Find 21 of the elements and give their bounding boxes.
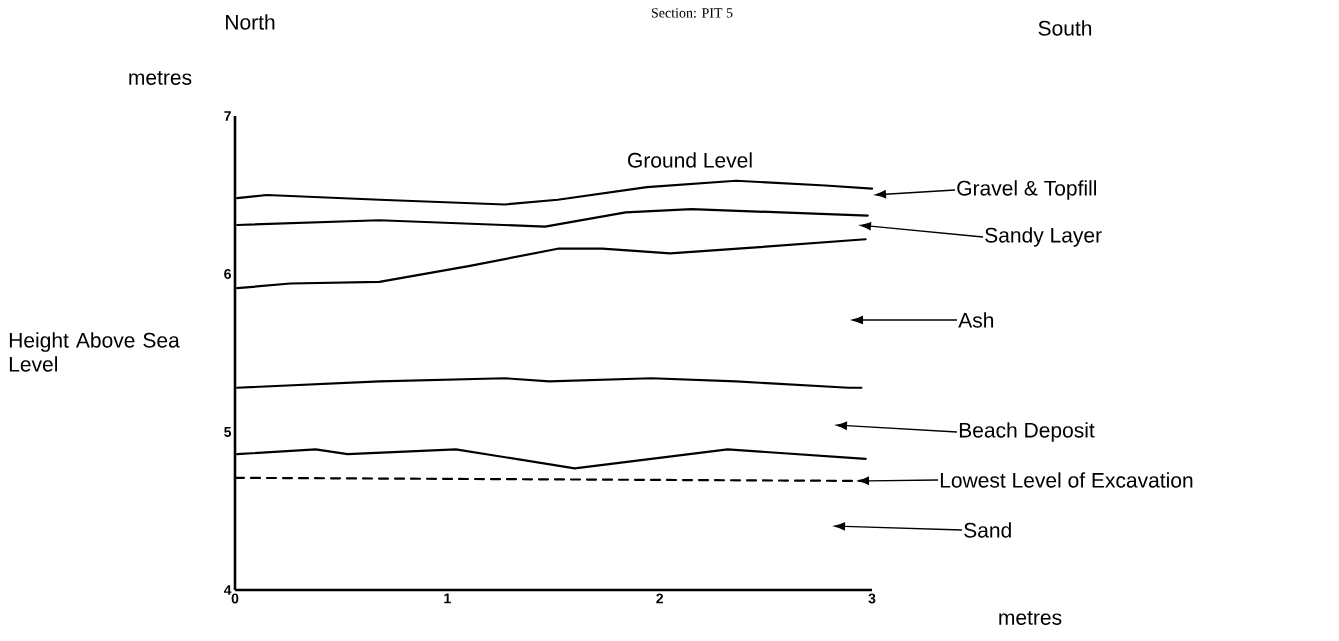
annotation: Ground Level [628, 152, 752, 168]
text: Beach Deposit [959, 422, 1095, 442]
text: metres [129, 71, 192, 85]
y-tick-label: 7 [224, 111, 231, 121]
y-tick-label: 5 [224, 427, 232, 437]
x-tick-label: 3 [868, 593, 876, 604]
text: Lowest Level of Excavation [940, 472, 1193, 488]
text: South [1038, 20, 1092, 36]
text: Sandy Layer [985, 227, 1102, 247]
y-axis-title: Height Above Sea Level [9, 332, 180, 372]
y-tick-label: 4 [223, 585, 232, 595]
text: metres [999, 611, 1062, 625]
text: Gravel & Topfill [957, 180, 1097, 200]
text: North [226, 14, 275, 30]
x-tick-label: 0 [231, 593, 239, 604]
text: Sand [964, 522, 1011, 538]
text: Ash [958, 312, 994, 328]
x-tick-label: 1 [444, 593, 451, 604]
chart-title: Section: PIT 5 [651, 8, 733, 18]
y-tick-label: 6 [224, 269, 231, 279]
x-tick-label: 2 [656, 593, 663, 604]
